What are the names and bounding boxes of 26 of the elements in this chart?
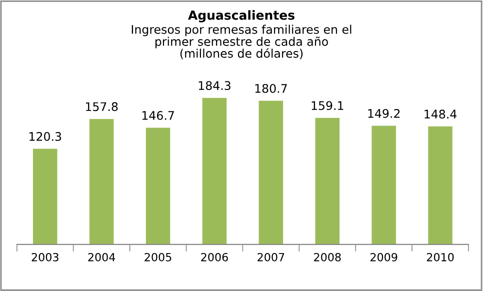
- data-label: 148.4: [424, 110, 457, 119]
- x-tick-label: 2004: [88, 252, 116, 262]
- x-tick-label: 2008: [314, 252, 341, 262]
- bar: [258, 100, 284, 244]
- bar: [372, 126, 396, 244]
- data-label: 120.3: [30, 132, 62, 141]
- data-label: 149.2: [368, 109, 400, 118]
- bar: [89, 118, 114, 244]
- data-label: 159.1: [312, 101, 344, 110]
- data-label: 180.7: [255, 84, 287, 93]
- chart-subtitle: Ingresos por remesas familiares en el primer semestre de cada año (millones de dólares): [132, 24, 352, 60]
- bar: [428, 126, 452, 244]
- x-tick-label: 2006: [201, 252, 228, 262]
- x-tick-label: 2007: [258, 252, 284, 262]
- data-label: 146.7: [142, 110, 174, 120]
- bar: [202, 98, 227, 244]
- bar: [32, 148, 58, 244]
- data-label: 184.3: [198, 81, 230, 90]
- x-tick-label: 2003: [32, 252, 58, 262]
- chart-title: Aguascalientes: [188, 10, 294, 22]
- x-tick-label: 2010: [426, 252, 454, 262]
- data-label: 157.8: [86, 102, 118, 112]
- bar: [315, 118, 340, 244]
- bar: [146, 128, 170, 244]
- x-tick-label: 2005: [144, 252, 172, 262]
- x-tick-label: 2009: [370, 252, 398, 262]
